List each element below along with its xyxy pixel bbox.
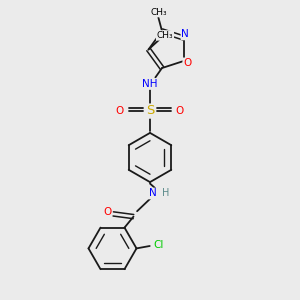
Text: S: S [146, 104, 154, 118]
Text: O: O [103, 207, 112, 217]
Text: N: N [148, 188, 156, 199]
Text: H: H [162, 188, 169, 199]
Text: O: O [183, 58, 191, 68]
Text: O: O [116, 106, 124, 116]
Text: O: O [176, 106, 184, 116]
Text: CH₃: CH₃ [150, 8, 167, 16]
Text: CH₃: CH₃ [157, 31, 173, 40]
Text: NH: NH [142, 79, 157, 89]
Text: Cl: Cl [153, 240, 163, 250]
Text: N: N [182, 29, 189, 39]
